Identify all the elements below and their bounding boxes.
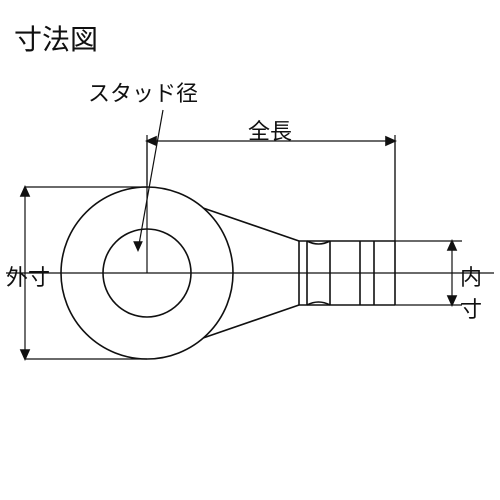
diagram-canvas: 寸法図 スタッド径 全長 外寸 内寸	[0, 0, 500, 500]
diagram-svg	[0, 0, 500, 500]
